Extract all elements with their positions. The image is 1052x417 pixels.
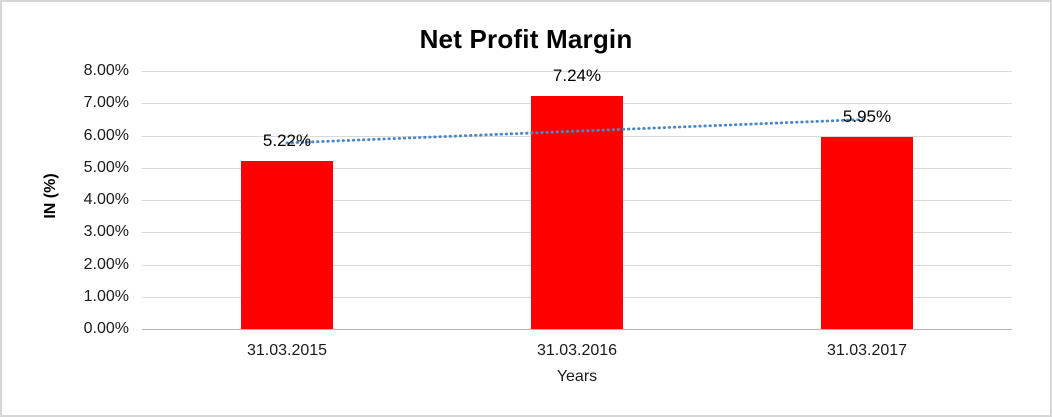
y-axis-title: IN (%) <box>42 173 59 219</box>
trendline <box>285 117 869 145</box>
x-axis-title: Years <box>556 368 598 385</box>
plot-area: 5.22% 7.24% 5.95% <box>142 66 1012 330</box>
bar-31.03.2016 <box>531 95 623 329</box>
y-tick-label: 2.00% <box>83 255 129 273</box>
data-label: 5.95% <box>842 107 892 127</box>
y-tick-label: 0.00% <box>83 320 129 337</box>
x-tick-label: 31.03.2015 <box>246 342 328 359</box>
y-tick-label: 7.00% <box>83 94 129 112</box>
x-tick-label: 31.03.2016 <box>536 342 618 359</box>
data-label: 5.22% <box>262 130 312 150</box>
y-tick-label: 6.00% <box>83 126 129 144</box>
x-axis-line <box>142 329 1012 330</box>
bar-31.03.2015 <box>241 160 333 329</box>
data-label: 7.24% <box>552 65 602 85</box>
y-tick-label: 5.00% <box>83 158 129 176</box>
gridline <box>142 71 1012 72</box>
y-tick-label: 3.00% <box>83 223 129 241</box>
chart-title: Net Profit Margin <box>419 24 633 54</box>
y-tick-label: 4.00% <box>83 191 129 208</box>
y-tick-label: 8.00% <box>83 62 129 79</box>
bar-31.03.2017 <box>821 137 913 329</box>
y-tick-label: 1.00% <box>83 287 129 305</box>
x-tick-label: 31.03.2017 <box>826 342 908 359</box>
